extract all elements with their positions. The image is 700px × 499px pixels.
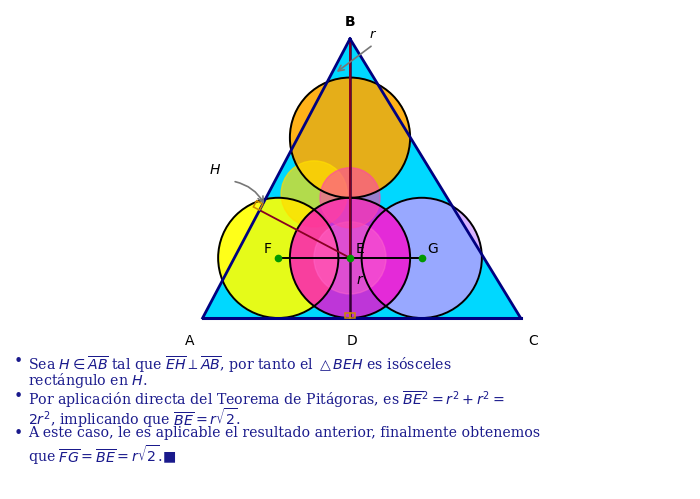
Text: F: F — [263, 242, 272, 256]
Bar — [345, 313, 350, 318]
Text: $r$: $r$ — [356, 273, 364, 287]
Circle shape — [362, 198, 482, 318]
Text: A: A — [186, 333, 195, 347]
Circle shape — [281, 161, 347, 227]
Circle shape — [218, 198, 338, 318]
Text: $H$: $H$ — [209, 163, 220, 177]
Text: $r$: $r$ — [370, 28, 377, 41]
Text: Sea $H \in \overline{AB}$ tal que $\overline{EH} \perp \overline{AB}$, por tanto: Sea $H \in \overline{AB}$ tal que $\over… — [28, 354, 452, 375]
Text: $2r^2$, implicando que $\overline{BE} = r\sqrt{2}$.: $2r^2$, implicando que $\overline{BE} = … — [28, 406, 242, 430]
Text: •: • — [14, 426, 23, 441]
Circle shape — [320, 168, 380, 228]
Bar — [350, 313, 355, 318]
Text: A este caso, le es aplicable el resultado anterior, finalmente obtenemos: A este caso, le es aplicable el resultad… — [28, 426, 540, 440]
Circle shape — [314, 222, 386, 294]
Text: Por aplicación directa del Teorema de Pitágoras, es $\overline{BE}^2 = r^2 + r^2: Por aplicación directa del Teorema de Pi… — [28, 389, 505, 410]
Text: que $\overline{FG} = \overline{BE} = r\sqrt{2}$.■: que $\overline{FG} = \overline{BE} = r\s… — [28, 443, 176, 467]
Polygon shape — [202, 39, 521, 318]
Text: rectángulo en $H$.: rectángulo en $H$. — [28, 371, 148, 390]
Text: •: • — [14, 389, 23, 404]
Text: •: • — [14, 354, 23, 369]
Text: G: G — [428, 242, 438, 256]
Text: B: B — [344, 15, 356, 29]
Text: C: C — [528, 333, 538, 347]
Circle shape — [290, 77, 410, 198]
Text: E: E — [356, 242, 365, 256]
Text: D: D — [346, 333, 357, 347]
Circle shape — [290, 198, 410, 318]
